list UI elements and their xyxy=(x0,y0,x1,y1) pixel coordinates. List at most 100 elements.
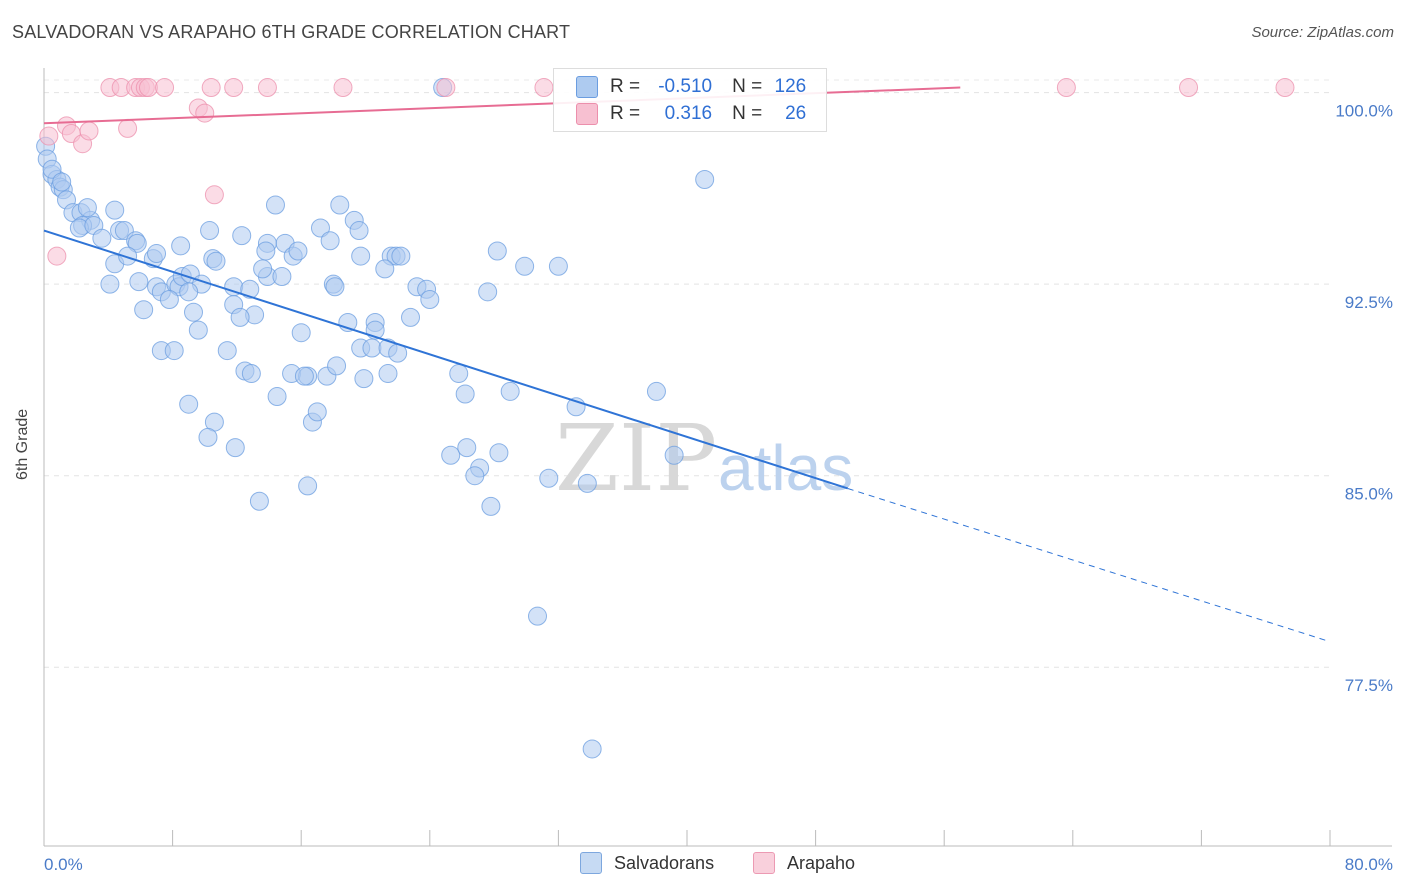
legend-row-arapaho: R = 0.316 N = 26 xyxy=(576,102,806,126)
data-point xyxy=(548,256,568,276)
data-point xyxy=(159,289,179,309)
data-point xyxy=(52,172,72,192)
data-point xyxy=(449,364,469,384)
data-point xyxy=(1056,78,1076,98)
r-label: R = xyxy=(610,103,641,124)
data-point xyxy=(539,468,559,488)
correlation-legend: R = -0.510 N = 126 R = 0.316 N = 26 xyxy=(553,68,827,132)
n-value: 126 xyxy=(774,76,807,97)
data-point xyxy=(320,231,340,251)
data-point xyxy=(534,78,554,98)
data-point xyxy=(481,496,501,516)
data-point xyxy=(1275,78,1295,98)
data-point xyxy=(249,491,269,511)
data-point xyxy=(164,341,184,361)
data-point xyxy=(457,438,477,458)
data-point xyxy=(267,387,287,407)
data-point xyxy=(455,384,475,404)
data-point xyxy=(257,78,277,98)
n-label: N = xyxy=(732,103,763,124)
data-point xyxy=(487,241,507,261)
n-label: N = xyxy=(732,76,763,97)
data-point xyxy=(436,78,456,98)
legend-swatch-arapaho xyxy=(753,852,775,874)
data-point xyxy=(582,739,602,759)
data-point xyxy=(333,78,353,98)
data-point xyxy=(465,466,485,486)
legend-item-salvadorans[interactable]: Salvadorans xyxy=(580,852,714,874)
data-point xyxy=(362,338,382,358)
data-point xyxy=(375,259,395,279)
data-point xyxy=(478,282,498,302)
data-point xyxy=(391,246,411,266)
data-point xyxy=(201,78,221,98)
data-point xyxy=(171,236,191,256)
data-point xyxy=(240,279,260,299)
data-point xyxy=(155,78,175,98)
axes xyxy=(43,68,1392,847)
chart-title: SALVADORAN VS ARAPAHO 6TH GRADE CORRELAT… xyxy=(12,22,571,42)
data-point xyxy=(204,185,224,205)
tick-labels: 100.0% 92.5% 85.0% 77.5% 0.0% 80.0% xyxy=(44,102,1393,874)
data-point xyxy=(188,320,208,340)
y-tick-label: 92.5% xyxy=(1345,293,1393,312)
data-point xyxy=(307,402,327,422)
data-point xyxy=(489,443,509,463)
data-point xyxy=(310,218,330,238)
data-point xyxy=(441,445,461,465)
data-point xyxy=(230,307,250,327)
data-point xyxy=(47,246,67,266)
data-point xyxy=(198,427,218,447)
legend-swatch-salvadorans xyxy=(576,76,598,98)
data-point xyxy=(39,126,59,146)
y-tick-label: 77.5% xyxy=(1345,676,1393,695)
legend-swatch-arapaho xyxy=(576,103,598,125)
data-point xyxy=(118,246,138,266)
r-label: R = xyxy=(610,76,641,97)
watermark-zip: ZIP xyxy=(555,405,717,512)
data-point xyxy=(206,251,226,271)
data-point xyxy=(351,246,371,266)
data-point xyxy=(129,272,149,292)
data-point xyxy=(291,323,311,343)
data-point xyxy=(179,394,199,414)
data-point xyxy=(200,221,220,241)
watermark: ZIP atlas xyxy=(555,405,853,512)
legend-label-salvadorans: Salvadorans xyxy=(614,852,715,873)
source-label: Source: ZipAtlas.com xyxy=(1251,24,1394,41)
data-point xyxy=(253,259,273,279)
r-value: 0.316 xyxy=(664,103,713,124)
x-tick-label: 80.0% xyxy=(1345,855,1393,874)
trend-line-salvadorans xyxy=(43,229,849,490)
legend-item-arapaho[interactable]: Arapaho xyxy=(753,852,855,874)
series-legend: Salvadorans Arapaho xyxy=(0,852,1406,876)
data-point xyxy=(241,364,261,384)
data-point xyxy=(500,381,520,401)
data-point xyxy=(105,200,125,220)
legend-swatch-salvadorans xyxy=(580,852,602,874)
data-point xyxy=(294,366,314,386)
data-point xyxy=(695,169,715,189)
trend-lines xyxy=(43,86,1331,643)
trend-line-salvadorans-extension xyxy=(847,487,1331,643)
data-point xyxy=(42,159,62,179)
data-point xyxy=(232,226,252,246)
data-point xyxy=(217,341,237,361)
data-point xyxy=(79,121,99,141)
series-arapaho xyxy=(39,78,1295,266)
data-point xyxy=(224,78,244,98)
data-point xyxy=(100,274,120,294)
data-point xyxy=(183,302,203,322)
data-point xyxy=(378,364,398,384)
data-point xyxy=(401,307,421,327)
data-point xyxy=(577,473,597,493)
data-point xyxy=(1179,78,1199,98)
data-point xyxy=(118,118,138,138)
series-salvadorans xyxy=(36,78,715,759)
data-point xyxy=(288,241,308,261)
data-point xyxy=(528,606,548,626)
n-value: 26 xyxy=(785,103,807,124)
data-point xyxy=(272,267,292,287)
data-point xyxy=(646,381,666,401)
